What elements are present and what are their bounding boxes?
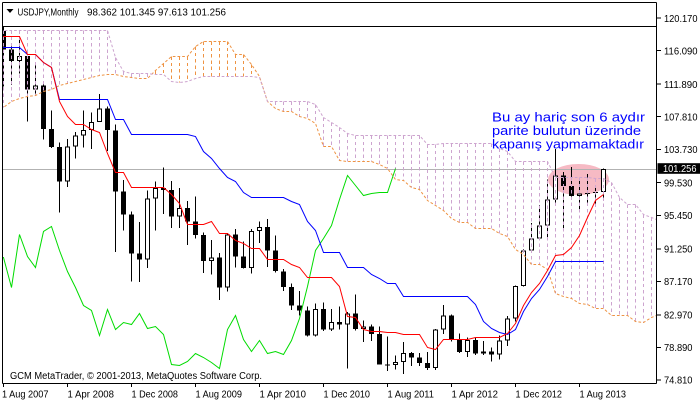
svg-text:87.170: 87.170 xyxy=(664,277,693,288)
svg-text:1 Apr 2008: 1 Apr 2008 xyxy=(68,390,115,401)
svg-text:1 Dec 2012: 1 Dec 2012 xyxy=(516,390,563,401)
svg-text:1 Aug 2009: 1 Aug 2009 xyxy=(196,390,243,401)
svg-text:GCM MetaTrader, © 2001-2013, M: GCM MetaTrader, © 2001-2013, MetaQuotes … xyxy=(10,371,262,382)
svg-text:74.810: 74.810 xyxy=(664,376,693,387)
svg-text:parite bulutun üzerinde: parite bulutun üzerinde xyxy=(492,124,641,138)
svg-text:1 Dec 2008: 1 Dec 2008 xyxy=(132,390,179,401)
svg-text:1 Dec 2010: 1 Dec 2010 xyxy=(324,390,371,401)
svg-text:103.730: 103.730 xyxy=(664,145,698,156)
svg-text:95.450: 95.450 xyxy=(664,211,693,222)
svg-text:1 Apr 2010: 1 Apr 2010 xyxy=(260,390,307,401)
svg-text:1 Aug 2007: 1 Aug 2007 xyxy=(2,390,49,401)
svg-text:Bu ay hariç son 6 aydır: Bu ay hariç son 6 aydır xyxy=(492,111,645,125)
svg-text:120.170: 120.170 xyxy=(664,14,698,25)
svg-text:USDJPY,Monthly: USDJPY,Monthly xyxy=(18,8,79,19)
svg-text:78.890: 78.890 xyxy=(664,343,693,354)
svg-text:107.810: 107.810 xyxy=(664,112,698,123)
svg-text:111.890: 111.890 xyxy=(664,80,698,91)
svg-text:kapanış yapmamaktadır: kapanış yapmamaktadır xyxy=(492,138,644,152)
svg-text:82.970: 82.970 xyxy=(664,310,693,321)
svg-text:99.530: 99.530 xyxy=(664,178,693,189)
svg-text:1 Apr 2012: 1 Apr 2012 xyxy=(452,390,499,401)
svg-text:1 Aug 2011: 1 Aug 2011 xyxy=(388,390,435,401)
svg-text:1 Aug 2013: 1 Aug 2013 xyxy=(580,390,627,401)
svg-text:101.256: 101.256 xyxy=(663,164,697,175)
svg-text:98.362 101.345 97.613 101.256: 98.362 101.345 97.613 101.256 xyxy=(87,8,226,19)
svg-text:116.090: 116.090 xyxy=(664,46,698,57)
svg-text:91.250: 91.250 xyxy=(664,244,693,255)
